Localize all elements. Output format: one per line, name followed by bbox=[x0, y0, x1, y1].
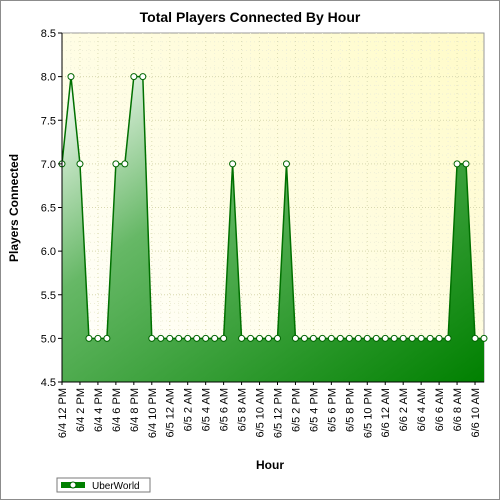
data-point bbox=[175, 334, 183, 342]
x-tick-label: 6/4 4 PM bbox=[93, 388, 105, 432]
y-tick-label: 6.5 bbox=[41, 203, 56, 215]
x-tick-label: 6/4 12 PM bbox=[57, 388, 69, 438]
y-tick-label: 6.0 bbox=[41, 246, 56, 258]
data-point bbox=[408, 334, 416, 342]
data-point bbox=[94, 334, 102, 342]
x-tick-label: 6/6 10 AM bbox=[470, 388, 482, 438]
x-tick-label: 6/5 2 AM bbox=[183, 388, 195, 431]
data-point bbox=[291, 334, 299, 342]
x-tick-label: 6/6 6 AM bbox=[434, 388, 446, 431]
y-axis-label: Players Connected bbox=[7, 154, 21, 262]
x-tick-label: 6/6 4 AM bbox=[416, 388, 428, 431]
data-point bbox=[372, 334, 380, 342]
x-tick-label: 6/5 6 AM bbox=[219, 388, 231, 431]
x-axis-label: Hour bbox=[256, 458, 284, 472]
legend: UberWorld bbox=[56, 477, 151, 493]
data-point bbox=[202, 334, 210, 342]
legend-box bbox=[56, 477, 151, 493]
x-tick-label: 6/6 8 AM bbox=[452, 388, 464, 431]
data-point bbox=[148, 334, 156, 342]
data-point bbox=[265, 334, 273, 342]
x-tick-label: 6/6 2 AM bbox=[398, 388, 410, 431]
y-tick-label: 5.0 bbox=[41, 333, 56, 345]
chart-title: Total Players Connected By Hour bbox=[140, 9, 361, 25]
series-points-layer bbox=[58, 73, 488, 342]
x-tick-label: 6/5 6 PM bbox=[326, 388, 338, 432]
y-tick-label: 8.0 bbox=[41, 72, 56, 84]
data-point bbox=[220, 334, 228, 342]
y-tick-labels: 4.5 5.0 5.5 6.0 6.5 7.0 7.5 8.0 8.5 bbox=[41, 28, 62, 389]
data-point bbox=[121, 160, 129, 168]
data-point bbox=[157, 334, 165, 342]
data-point bbox=[327, 334, 335, 342]
data-point bbox=[238, 334, 246, 342]
x-tick-label: 6/5 12 AM bbox=[165, 388, 177, 438]
data-point bbox=[354, 334, 362, 342]
data-point bbox=[139, 73, 147, 81]
x-tick-label: 6/4 6 PM bbox=[111, 388, 123, 432]
data-point bbox=[282, 160, 290, 168]
y-tick-label: 7.0 bbox=[41, 159, 56, 171]
data-point bbox=[471, 334, 479, 342]
x-tick-label: 6/4 2 PM bbox=[75, 388, 87, 432]
data-point bbox=[426, 334, 434, 342]
data-point bbox=[67, 73, 75, 81]
data-point bbox=[256, 334, 264, 342]
y-tick-label: 7.5 bbox=[41, 115, 56, 127]
data-point bbox=[399, 334, 407, 342]
data-point bbox=[363, 334, 371, 342]
x-tick-label: 6/5 10 PM bbox=[362, 388, 374, 438]
x-tick-label: 6/5 10 AM bbox=[255, 388, 267, 438]
data-point bbox=[435, 334, 443, 342]
data-point bbox=[381, 334, 389, 342]
x-tick-label: 6/5 12 PM bbox=[272, 388, 284, 438]
data-point bbox=[462, 160, 470, 168]
data-point bbox=[76, 160, 84, 168]
series-area bbox=[62, 76, 484, 382]
data-point bbox=[444, 334, 452, 342]
data-point bbox=[300, 334, 308, 342]
x-tick-label: 6/5 8 PM bbox=[344, 388, 356, 432]
data-point bbox=[247, 334, 255, 342]
data-point bbox=[85, 334, 93, 342]
data-point bbox=[273, 334, 281, 342]
x-tick-label: 6/5 4 AM bbox=[201, 388, 213, 431]
data-point bbox=[318, 334, 326, 342]
legend-marker-icon bbox=[69, 481, 77, 489]
data-point bbox=[130, 73, 138, 81]
y-tick-label: 4.5 bbox=[41, 377, 56, 389]
x-tick-label: 6/5 2 PM bbox=[290, 388, 302, 432]
x-tick-label: 6/6 12 AM bbox=[380, 388, 392, 438]
legend-label: UberWorld bbox=[92, 481, 140, 492]
data-point bbox=[480, 334, 488, 342]
data-point bbox=[345, 334, 353, 342]
data-point bbox=[229, 160, 237, 168]
data-point bbox=[309, 334, 317, 342]
data-point bbox=[390, 334, 398, 342]
data-point bbox=[417, 334, 425, 342]
x-tick-label: 6/4 8 PM bbox=[129, 388, 141, 432]
data-point bbox=[184, 334, 192, 342]
y-tick-label: 8.5 bbox=[41, 28, 56, 40]
data-point bbox=[211, 334, 219, 342]
x-tick-label: 6/5 8 AM bbox=[237, 388, 249, 431]
data-point bbox=[112, 160, 120, 168]
data-point bbox=[336, 334, 344, 342]
x-tick-label: 6/4 10 PM bbox=[147, 388, 159, 438]
x-tick-label: 6/5 4 PM bbox=[308, 388, 320, 432]
y-tick-label: 5.5 bbox=[41, 290, 56, 302]
x-tick-labels: 6/4 12 PM 6/4 2 PM 6/4 4 PM 6/4 6 PM 6/4 8 P… bbox=[57, 382, 482, 438]
data-point bbox=[166, 334, 174, 342]
data-point bbox=[103, 334, 111, 342]
data-point bbox=[193, 334, 201, 342]
data-point bbox=[453, 160, 461, 168]
